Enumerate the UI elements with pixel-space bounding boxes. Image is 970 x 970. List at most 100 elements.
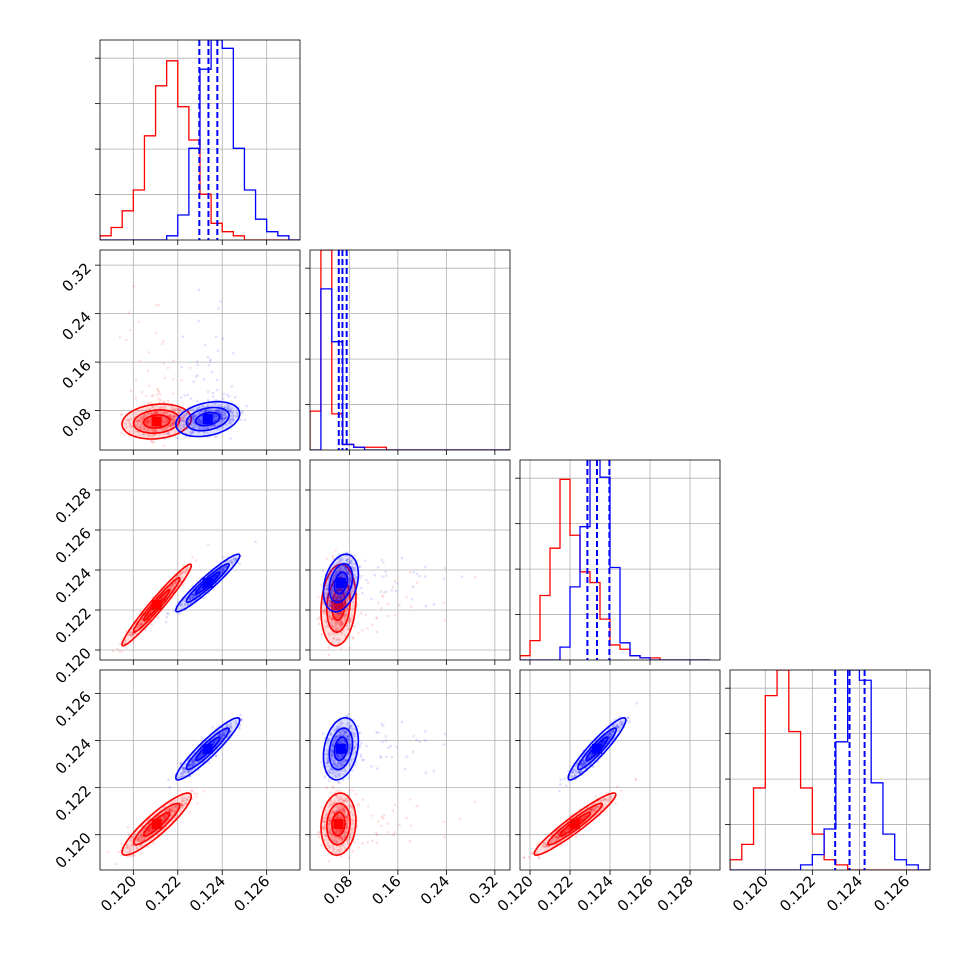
sample-point: [151, 429, 155, 433]
sample-point: [229, 724, 232, 728]
sample-point: [409, 605, 413, 609]
sample-point: [164, 809, 168, 813]
sample-point: [147, 384, 151, 388]
sample-point: [141, 425, 144, 428]
sample-point: [171, 416, 174, 419]
sample-point: [147, 351, 151, 354]
sample-point: [345, 599, 349, 602]
sample-point: [228, 721, 232, 724]
sample-point: [213, 415, 216, 419]
sample-point: [168, 414, 171, 418]
sample-point: [138, 359, 141, 363]
sample-point: [326, 624, 329, 628]
sample-point: [343, 619, 347, 623]
sample-point: [148, 827, 152, 831]
sample-point: [123, 421, 126, 425]
sample-point: [197, 431, 200, 434]
sample-point: [329, 617, 333, 621]
sample-point: [134, 397, 138, 400]
sample-point: [192, 420, 196, 424]
sample-point: [216, 733, 220, 737]
sample-point: [150, 429, 153, 433]
sample-point: [194, 423, 198, 427]
sample-point: [333, 565, 336, 568]
sample-point: [177, 409, 181, 413]
sample-point: [169, 585, 172, 589]
sample-point: [111, 649, 115, 653]
sample-point: [327, 573, 330, 576]
sample-point: [331, 576, 335, 580]
sample-point: [128, 424, 132, 428]
sample-point: [364, 613, 368, 617]
sample-point: [335, 612, 338, 616]
sample-point: [169, 416, 173, 419]
histogram-0: [100, 40, 300, 240]
sample-point: [206, 390, 210, 394]
sample-point: [176, 432, 180, 435]
sample-point: [161, 819, 164, 822]
sample-point: [228, 410, 232, 413]
sample-point: [338, 611, 341, 615]
sample-point: [345, 602, 348, 605]
sample-point: [192, 431, 195, 434]
sample-point: [136, 420, 139, 424]
sample-point: [328, 599, 331, 603]
sample-point: [213, 575, 217, 578]
sample-point: [225, 729, 228, 732]
sample-point: [185, 798, 189, 801]
sample-point: [343, 574, 346, 578]
sample-point: [344, 567, 347, 571]
sample-point: [330, 617, 334, 621]
sample-point: [229, 419, 232, 423]
sample-point: [139, 622, 142, 626]
sample-point: [154, 430, 157, 433]
sample-point: [178, 424, 181, 428]
sample-point: [345, 565, 348, 569]
sample-point: [320, 583, 323, 587]
sample-point: [191, 761, 195, 764]
sample-point: [173, 581, 177, 585]
sample-point: [186, 603, 190, 606]
sample-point: [200, 421, 203, 425]
sample-point: [331, 578, 335, 582]
sample-point: [329, 588, 333, 591]
sample-point: [196, 756, 200, 760]
sample-point: [174, 808, 177, 811]
sample-point: [348, 561, 352, 564]
sample-point: [356, 631, 360, 635]
sample-point: [330, 616, 333, 619]
sample-point: [330, 585, 334, 589]
sample-point: [197, 412, 201, 415]
sample-point: [200, 736, 204, 740]
sample-point: [163, 817, 167, 820]
sample-point: [172, 409, 176, 412]
sample-point: [165, 420, 169, 424]
sample-point: [212, 576, 216, 579]
sample-point: [180, 803, 184, 807]
sample-point: [181, 768, 185, 772]
sample-point: [336, 561, 339, 565]
sample-point: [334, 571, 338, 575]
sample-point: [147, 419, 150, 422]
sample-point: [338, 614, 342, 618]
sample-point: [226, 407, 230, 410]
sample-point: [398, 603, 401, 607]
sample-point: [334, 621, 338, 624]
sample-point: [148, 612, 151, 616]
sample-point: [239, 418, 242, 421]
sample-point: [136, 626, 140, 629]
sample-point: [212, 743, 215, 746]
sample-point: [325, 557, 329, 561]
sample-point: [191, 593, 194, 597]
sample-point: [339, 597, 343, 601]
sample-point: [199, 754, 203, 757]
sample-point: [326, 575, 330, 579]
sample-point: [206, 431, 210, 434]
sample-point: [170, 588, 173, 591]
sample-point: [140, 415, 144, 419]
sample-point: [221, 732, 225, 736]
sample-point: [352, 580, 356, 583]
sample-point: [192, 414, 196, 417]
sample-point: [181, 775, 185, 778]
